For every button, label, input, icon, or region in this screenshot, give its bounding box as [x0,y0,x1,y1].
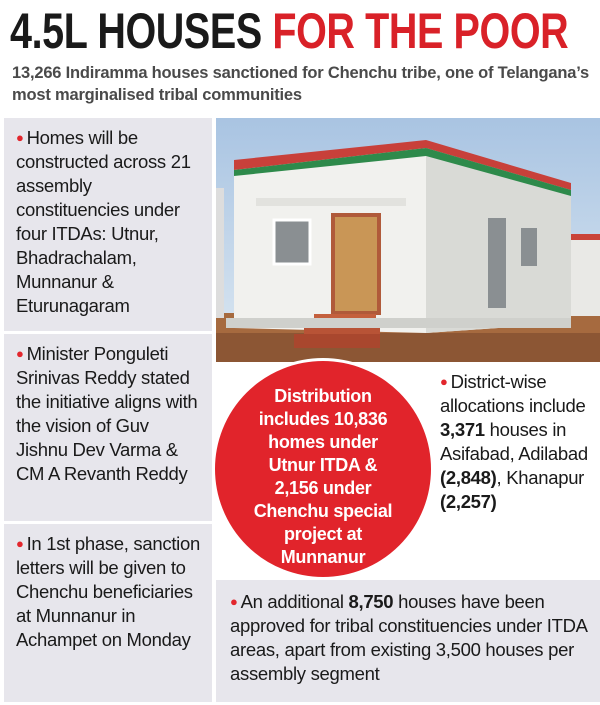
headline: 4.5L HOUSES FOR THE POOR [10,2,569,60]
headline-black: 4.5L HOUSES [10,3,262,59]
district-text: , Khanapur [496,467,585,488]
highlight-text: Distribution includes 10,836 homes under… [253,386,393,567]
subtitle: 13,266 Indiramma houses sanctioned for C… [12,64,589,104]
additional-text: houses have been approved for tribal con… [230,591,587,684]
district-text: houses in Asifabad, Adilabad [440,419,588,464]
district-number: (2,257) [440,491,497,512]
headline-red: FOR THE POOR [272,3,569,59]
info-text: Homes will be constructed across 21 asse… [16,127,191,316]
district-number: 3,371 [440,419,485,440]
info-box: An additional 8,750 houses have been app… [216,580,600,702]
highlight-circle: Distribution includes 10,836 homes under… [212,358,434,580]
district-box: District-wise allocations include 3,371 … [428,362,600,576]
additional-number: 8,750 [348,591,394,612]
additional-text: An additional [230,591,348,612]
info-box: In 1st phase, sanction letters will be g… [4,524,212,702]
info-text: Minister Ponguleti Srinivas Reddy stated… [16,343,198,484]
district-number: (2,848) [440,467,497,488]
district-text: District-wise allocations include [440,371,586,416]
info-box: Minister Ponguleti Srinivas Reddy stated… [4,334,212,521]
info-text: In 1st phase, sanction letters will be g… [16,533,200,650]
info-box: Homes will be constructed across 21 asse… [4,118,212,331]
house-photo [216,118,600,362]
